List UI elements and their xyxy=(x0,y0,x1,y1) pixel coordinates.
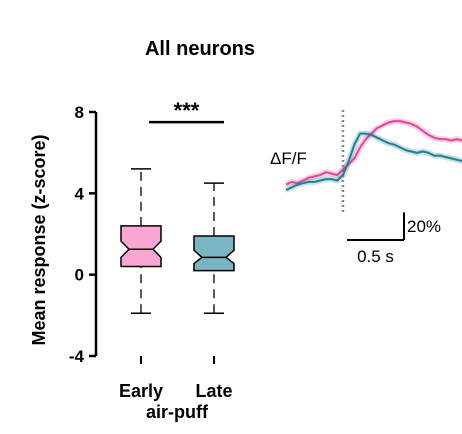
scale-bar-y-label: 20% xyxy=(407,217,441,236)
box-early xyxy=(120,168,162,315)
y-axis: -4 0 4 8 xyxy=(69,103,98,366)
box-marks xyxy=(120,168,235,315)
trace-line xyxy=(285,132,462,192)
box-body xyxy=(193,235,235,272)
box-body xyxy=(120,225,162,268)
box-late xyxy=(193,182,235,315)
trace-line xyxy=(285,120,462,186)
y-tick-label: 8 xyxy=(75,103,84,122)
y-tick-label: 4 xyxy=(75,184,85,203)
scale-bar-x-label: 0.5 s xyxy=(357,247,394,266)
x-tick-label: Early xyxy=(119,381,163,401)
trace-label: ΔF/F xyxy=(270,149,307,168)
x-tick-label: Late xyxy=(195,381,232,401)
trace-panel: ΔF/F 20% 0.5 s xyxy=(270,110,462,266)
boxplot-panel: All neurons Mean response (z-score) air-… xyxy=(29,38,255,422)
significance-label: *** xyxy=(174,98,200,123)
scale-bar: 20% 0.5 s xyxy=(347,212,441,266)
trace-lines xyxy=(284,110,462,212)
y-axis-label: Mean response (z-score) xyxy=(29,134,49,345)
x-axis-label: air-puff xyxy=(146,402,209,422)
y-tick-label: -4 xyxy=(69,347,85,366)
chart-title: All neurons xyxy=(145,38,255,60)
significance-annotation: *** xyxy=(149,98,224,124)
y-tick-label: 0 xyxy=(75,266,84,285)
x-axis-ticks: Early Late xyxy=(119,356,233,401)
